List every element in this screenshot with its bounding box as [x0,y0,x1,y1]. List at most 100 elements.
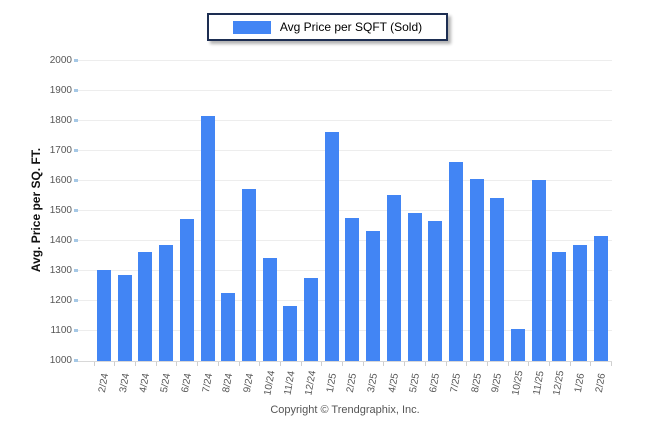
x-tick-mark [342,362,344,366]
legend-swatch-icon [232,20,271,34]
x-tick-mark [611,362,613,366]
bar-1-25 [324,132,339,361]
x-tick-label: 10/24 [262,369,278,397]
x-tick-label: 4/24 [138,372,153,394]
y-tick-label: 1400 [49,235,72,246]
x-tick-label: 1/26 [572,372,588,394]
bar-7-25 [448,162,463,361]
x-tick-label: 11/24 [282,370,298,396]
bar-12-25 [552,252,567,361]
x-tick-label: 11/25 [531,370,547,396]
y-tick-label: 1600 [49,175,72,186]
x-tick-mark [486,362,488,366]
x-tick-mark [549,362,551,366]
bar-5-25 [407,213,422,361]
x-tick-mark [238,362,240,366]
y-tick-mark [74,239,78,242]
x-tick-label: 2/24 [96,372,112,394]
y-tick-label: 1500 [49,205,72,216]
bar-3-25 [366,231,381,361]
x-tick-mark [445,362,447,366]
bar-1-26 [573,244,588,361]
x-tick-label: 6/25 [428,372,443,394]
x-tick-mark [197,362,199,366]
x-tick-mark [93,362,95,366]
x-tick-mark [424,362,426,366]
y-tick-label: 1000 [49,355,72,366]
y-tick-mark [74,329,78,332]
bar-4-24 [138,252,153,361]
bar-3-24 [117,274,132,361]
y-tick-mark [74,359,78,362]
x-tick-mark [362,362,364,366]
x-tick-label: 12/24 [303,369,319,397]
y-tick-label: 2000 [49,55,72,66]
y-tick-mark [74,149,78,152]
x-tick-mark [466,362,468,366]
y-tick-mark [74,269,78,272]
y-tick-label: 1100 [50,325,72,336]
x-tick-label: 8/25 [469,372,484,394]
gridline-1800 [78,120,612,121]
y-tick-label: 1800 [49,115,72,126]
x-tick-mark [569,362,571,366]
x-tick-label: 9/25 [490,372,505,394]
x-tick-mark [176,362,178,366]
legend-label: Avg Price per SQFT (Sold) [279,20,423,34]
x-tick-label: 5/24 [158,372,174,394]
y-tick-label: 1700 [49,145,72,156]
bar-10-24 [262,258,277,361]
x-tick-label: 5/25 [407,372,422,394]
y-tick-label: 1300 [49,265,72,276]
y-axis-title: Avg. Price per SQ. FT. [29,147,43,273]
x-tick-mark [404,362,406,366]
y-tick-mark [74,179,78,182]
y-tick-mark [74,59,78,62]
gridline-2000 [78,60,612,61]
gridline-1500 [78,210,612,211]
x-tick-label: 3/25 [365,372,381,394]
x-tick-label: 1/25 [324,372,339,394]
bar-9-25 [490,198,505,361]
x-tick-label: 12/25 [551,369,567,397]
x-tick-mark [259,362,261,366]
gridline-1200 [78,300,612,301]
gridline-1400 [78,240,612,241]
x-tick-mark [135,362,137,366]
y-tick-mark [74,119,78,122]
x-tick-mark [383,362,385,366]
bar-6-25 [428,220,443,361]
x-tick-label: 9/24 [241,372,256,394]
x-tick-mark [528,362,530,366]
x-tick-mark [114,362,116,366]
bar-9-24 [241,189,256,361]
bar-8-24 [221,292,236,361]
x-axis-line [78,361,612,362]
x-tick-mark [321,362,323,366]
bar-10-25 [511,328,525,361]
x-tick-label: 7/24 [200,372,215,394]
x-tick-label: 8/24 [221,372,236,394]
x-tick-label: 4/25 [386,372,401,394]
x-tick-mark [507,362,509,366]
bar-7-24 [200,115,215,361]
x-tick-label: 10/25 [510,369,526,397]
bar-8-25 [469,178,484,361]
bar-2-24 [97,270,111,361]
y-tick-mark [74,89,78,92]
bar-11-25 [531,180,546,361]
bar-4-25 [386,195,401,361]
x-tick-label: 7/25 [448,372,463,394]
bar-12-24 [304,277,318,361]
x-tick-mark [300,362,302,366]
copyright-text: Copyright © Trendgraphix, Inc. [270,404,420,416]
bar-5-24 [159,244,174,361]
gridline-1300 [78,270,612,271]
gridline-1900 [78,90,612,91]
x-tick-label: 3/24 [117,372,132,394]
bar-11-24 [283,306,298,361]
x-tick-mark [279,362,281,366]
x-tick-label: 6/24 [179,372,194,394]
